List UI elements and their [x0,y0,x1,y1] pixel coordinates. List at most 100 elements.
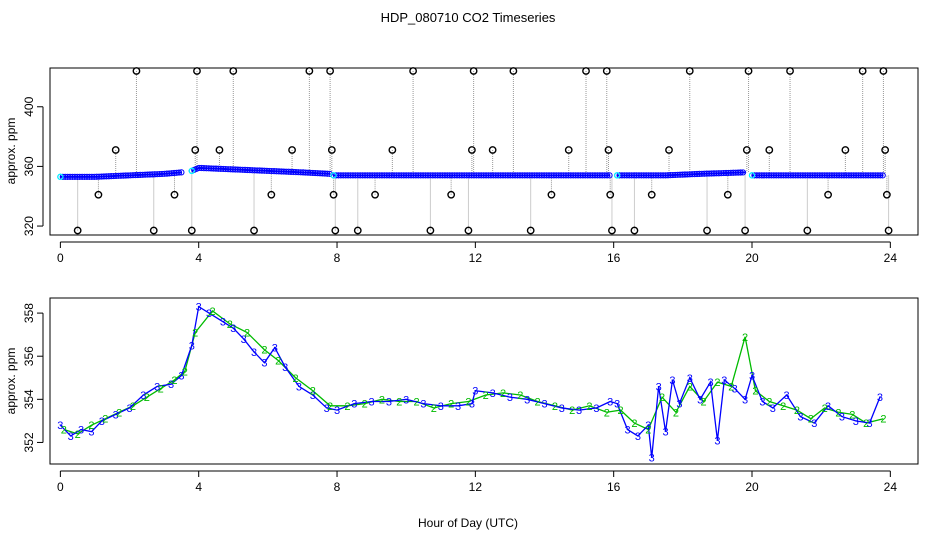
outlier-point [467,146,476,154]
series-3-point: 3 [770,403,776,415]
series-3-point: 3 [490,388,496,400]
series-3-point: 3 [88,427,94,439]
series-3-point: 3 [140,390,146,402]
series-2-point: 2 [714,377,720,389]
series-3-point: 3 [559,403,565,415]
series-2-point: 2 [116,407,122,419]
panel-top-x-tick-label: 4 [195,251,202,265]
series-2-point: 2 [448,399,454,411]
outlier-point [191,146,200,154]
series-3-point: 3 [524,394,530,406]
series-2-point: 2 [794,405,800,417]
series-3-point: 3 [196,302,202,314]
series-2-point: 2 [465,396,471,408]
baseline-point [326,170,333,177]
series-3-point: 3 [189,340,195,352]
panel-bottom-y-tick-label: 354 [22,389,36,409]
panel-bottom-y-tick-label: 358 [22,303,36,323]
x-axis-title: Hour of Day (UTC) [418,516,518,530]
outlier-point [608,226,616,235]
series-3-point: 3 [714,435,720,447]
series-3-point: 3 [576,405,582,417]
outlier-point [742,146,751,154]
series-2-point: 2 [517,390,523,402]
series-3-point: 3 [220,317,226,329]
series-2-point: 2 [379,394,385,406]
series-2-point: 2 [192,327,198,339]
series-2-point: 2 [849,409,855,421]
series-2-point: 2 [158,384,164,396]
series-2-point: 2 [822,403,828,415]
outlier-point [547,190,556,199]
panel-bottom-frame [49,297,919,465]
outlier-point [371,190,379,199]
series-3-point: 3 [126,403,132,415]
series-3-point: 3 [784,390,790,402]
panel-top-y-tick-label: 360 [22,156,36,176]
outlier-point [841,146,850,154]
series-3-point: 3 [168,379,174,391]
panel-top-x-tick-label: 8 [334,251,341,265]
panel-bottom-x-tick-label: 8 [334,480,341,494]
baseline-line [191,166,331,175]
series-3-point: 3 [282,362,288,374]
series-2-point: 2 [244,327,250,339]
panel-top-x-tick-label: 16 [607,251,621,265]
panel-top-x-tick-label: 12 [469,251,483,265]
series-3-point: 3 [57,420,63,432]
baseline-segment-start-point [188,167,195,175]
series-2-point: 2 [209,306,215,318]
series-2-point: 2 [780,401,786,413]
baseline-point [606,172,613,179]
series-3-point: 3 [635,431,641,443]
series-3-point: 3 [241,334,247,346]
series-2-point: 2 [227,319,233,331]
panel-bottom-x-tick-label: 12 [469,480,483,494]
outlier-point [602,67,611,75]
series-2-point: 2 [752,386,758,398]
series-2-point: 2 [144,392,150,404]
series-2-point: 2 [483,390,489,402]
outlier-point [327,146,336,154]
outlier-point [647,190,656,199]
series-3-point: 3 [656,381,662,393]
series-2-point: 2 [292,373,298,385]
series-3-point: 3 [676,399,682,411]
series-3-line [59,305,881,458]
outlier-point [331,226,340,235]
series-2-point: 2 [742,332,748,344]
baseline-point [737,169,744,176]
panel-top-x-tick-label: 20 [745,251,759,265]
series-2-point: 2 [659,392,665,404]
series-3-point: 3 [438,401,444,413]
series-2-point: 2 [182,366,188,378]
outlier-point [744,67,753,75]
series-3-point: 3 [351,399,357,411]
outlier-point [665,146,673,154]
figure-title: HDP_080710 CO2 Timeseries [381,10,556,25]
outlier-point [73,226,82,235]
outlier-point [111,146,120,154]
outlier-point [170,190,179,199]
series-3-point: 3 [113,409,119,421]
panel-top-ylabel: approx. ppm [4,118,18,185]
outlier-point [250,226,258,235]
baseline-point [175,169,183,176]
outlier-point [509,67,518,75]
panel-top-y-axis: 320 360 400 [22,96,44,236]
series-2-point: 2 [835,407,841,419]
outlier-point [741,226,749,235]
baseline-point [178,169,185,176]
series-3-point: 3 [649,453,655,465]
baseline-point [604,172,611,179]
outlier-point [409,67,418,75]
panel-bottom-y-axis: 352 354 356 358 [22,303,44,452]
series-3-point: 3 [645,420,651,432]
series-2-point: 2 [808,414,814,426]
outlier-point [526,226,535,235]
baseline-segment-start-point [57,173,64,181]
series-2-point: 2 [88,420,94,432]
outlier-point [630,226,639,235]
